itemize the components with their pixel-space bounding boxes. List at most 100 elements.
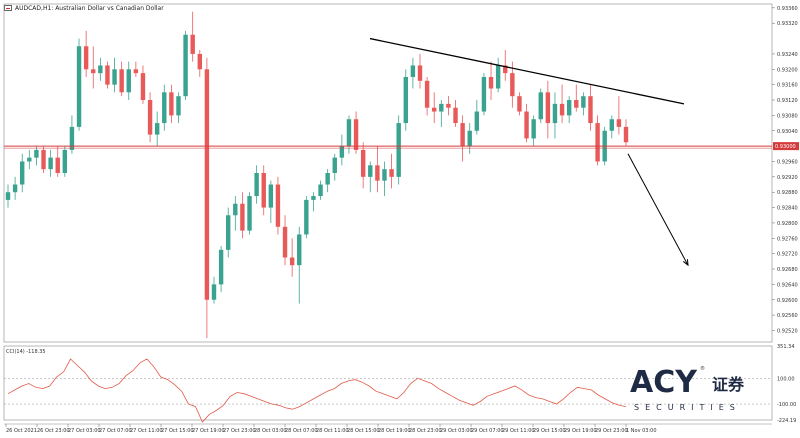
bullish-candle bbox=[69, 126, 75, 150]
bearish-candle bbox=[190, 34, 195, 54]
time-tick-label: 27 Oct 07:00 bbox=[99, 428, 132, 434]
bullish-candle bbox=[62, 149, 68, 173]
time-tick-label: 28 Oct 07:00 bbox=[285, 428, 318, 434]
price-tick-label: 0.92560 bbox=[777, 313, 798, 319]
bullish-candle bbox=[162, 92, 167, 124]
logo-chinese: 证券 bbox=[712, 375, 745, 394]
bullish-candle bbox=[581, 96, 586, 108]
logo-registered-mark: ® bbox=[700, 365, 705, 372]
bullish-candle bbox=[20, 161, 25, 185]
bearish-candle bbox=[289, 257, 295, 266]
bearish-candle bbox=[510, 73, 515, 97]
bullish-candle bbox=[176, 96, 181, 116]
bullish-candle bbox=[154, 123, 160, 135]
bullish-candle bbox=[76, 46, 82, 127]
bullish-candle bbox=[12, 184, 18, 193]
bearish-candle bbox=[524, 111, 529, 139]
bearish-candle bbox=[623, 126, 629, 143]
price-tick-label: 0.93040 bbox=[777, 129, 798, 135]
chart-title-bar: AUDCAD,H1: Australian Dollar vs Canadian… bbox=[4, 2, 164, 14]
chart-window-icon bbox=[4, 5, 12, 11]
bullish-candle bbox=[481, 76, 487, 112]
bearish-candle bbox=[503, 65, 508, 74]
time-tick-label: 29 Oct 07:00 bbox=[471, 428, 504, 434]
price-tick-label: 0.93080 bbox=[777, 113, 798, 119]
bullish-candle bbox=[552, 103, 558, 124]
bearish-candle bbox=[41, 149, 46, 170]
time-tick-label: 28 Oct 15:00 bbox=[347, 428, 380, 434]
bullish-candle bbox=[403, 76, 408, 124]
time-tick-label: 27 Oct 11:00 bbox=[130, 428, 163, 434]
bearish-candle bbox=[574, 100, 579, 108]
bullish-candle bbox=[27, 157, 32, 162]
time-tick-label: 26 Oct 23:00 bbox=[37, 428, 70, 434]
indicator-label: CCI(14) -118.35 bbox=[6, 349, 46, 355]
bearish-candle bbox=[616, 119, 622, 127]
bearish-candle bbox=[91, 69, 96, 74]
time-tick-label: 29 Oct 15:00 bbox=[533, 428, 566, 434]
bearish-candle bbox=[460, 123, 465, 147]
bearish-candle bbox=[446, 103, 451, 108]
price-tick-label: 0.92600 bbox=[777, 298, 798, 304]
time-tick-label: 26 Oct 2021 bbox=[6, 428, 37, 434]
price-tick-label: 0.92840 bbox=[777, 206, 798, 212]
price-tick-label: 0.92880 bbox=[777, 190, 798, 196]
bearish-candle bbox=[389, 169, 394, 177]
bearish-candle bbox=[140, 73, 146, 101]
bullish-candle bbox=[304, 199, 309, 235]
bullish-candle bbox=[34, 149, 39, 158]
price-tick-label: 0.92920 bbox=[777, 175, 798, 181]
logo-subtitle: SECURITIES bbox=[634, 403, 741, 412]
bearish-candle bbox=[545, 92, 551, 124]
bearish-candle bbox=[261, 173, 266, 208]
bearish-candle bbox=[105, 65, 110, 85]
time-tick-label: 29 Oct 11:00 bbox=[502, 428, 535, 434]
bullish-candle bbox=[254, 173, 259, 197]
price-tick-label: 0.93160 bbox=[777, 83, 798, 89]
price-panel-frame bbox=[3, 3, 773, 343]
bearish-candle bbox=[432, 107, 437, 112]
bullish-candle bbox=[346, 119, 352, 147]
resistance-trendline bbox=[369, 37, 685, 105]
bullish-candle bbox=[211, 284, 217, 300]
bullish-candle bbox=[368, 165, 373, 177]
forecast-arrow-line bbox=[627, 153, 689, 266]
time-tick-label: 28 Oct 19:00 bbox=[378, 428, 411, 434]
bullish-candle bbox=[126, 69, 131, 93]
bearish-candle bbox=[204, 69, 210, 300]
bullish-candle bbox=[247, 196, 252, 231]
price-tick-label: 0.92520 bbox=[777, 328, 798, 334]
current-price-badge bbox=[773, 142, 799, 151]
bullish-candle bbox=[98, 65, 103, 74]
bullish-candle bbox=[226, 215, 231, 250]
forecast-arrow-head bbox=[683, 259, 689, 267]
time-tick-label: 29 Oct 23:00 bbox=[595, 428, 628, 434]
price-tick-label: 0.92800 bbox=[777, 221, 798, 227]
bullish-candle bbox=[218, 249, 224, 285]
time-tick-label: 29 Oct 19:00 bbox=[564, 428, 597, 434]
time-tick-label: 28 Oct 11:00 bbox=[316, 428, 349, 434]
time-tick-label: 27 Oct 23:00 bbox=[223, 428, 256, 434]
bullish-candle bbox=[467, 130, 472, 147]
time-tick-label: 1 Nov 03:00 bbox=[626, 428, 657, 434]
time-tick-label: 27 Oct 19:00 bbox=[192, 428, 225, 434]
bearish-candle bbox=[83, 46, 89, 70]
bearish-candle bbox=[353, 119, 359, 150]
price-tick-label: 0.93240 bbox=[777, 52, 798, 58]
bullish-candle bbox=[5, 192, 11, 200]
bullish-candle bbox=[410, 65, 416, 77]
bullish-candle bbox=[538, 92, 543, 120]
bullish-candle bbox=[474, 111, 480, 131]
bullish-candle bbox=[609, 119, 614, 131]
bearish-candle bbox=[517, 96, 522, 112]
bearish-candle bbox=[240, 203, 245, 231]
price-tick-label: 0.92760 bbox=[777, 236, 798, 242]
price-tick-label: 0.93360 bbox=[777, 6, 798, 12]
bearish-candle bbox=[417, 65, 423, 81]
time-tick-label: 28 Oct 03:00 bbox=[254, 428, 287, 434]
bullish-candle bbox=[495, 65, 501, 89]
bearish-candle bbox=[147, 100, 153, 135]
bearish-candle bbox=[488, 76, 494, 89]
